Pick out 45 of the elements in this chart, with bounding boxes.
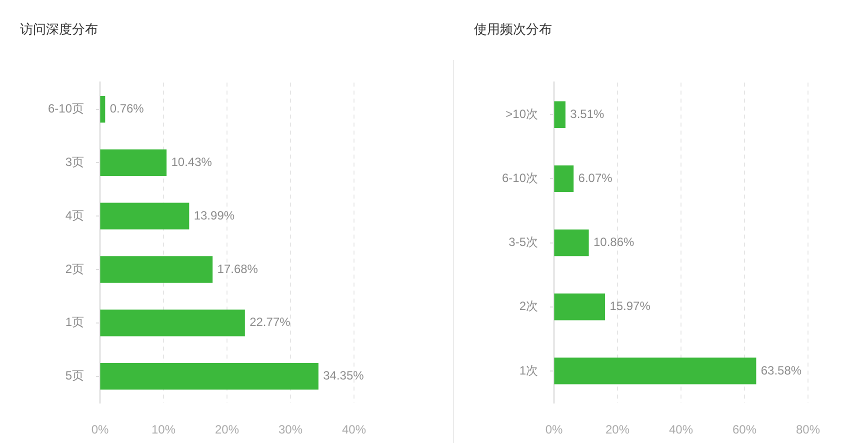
data-label: 0.76%	[110, 102, 144, 116]
bar	[100, 149, 167, 176]
data-label: 3.51%	[570, 106, 604, 121]
x-tick-label: 0%	[91, 422, 109, 437]
x-tick-label: 20%	[605, 422, 630, 437]
y-tick-label: 6-10次	[502, 171, 538, 186]
y-tick-label: 2页	[65, 262, 84, 276]
y-tick-label: 1次	[519, 363, 538, 378]
y-tick-label: 6-10页	[48, 102, 84, 116]
x-tick-label: 0%	[545, 422, 563, 437]
data-label: 17.68%	[217, 262, 258, 276]
y-tick-label: 3-5次	[508, 235, 538, 250]
x-tick-label: 30%	[278, 422, 303, 437]
data-label: 22.77%	[250, 315, 291, 330]
x-tick-label: 20%	[214, 422, 240, 437]
x-tick-label: 10%	[151, 422, 176, 437]
bar	[100, 362, 318, 390]
x-tick-label: 80%	[796, 422, 820, 437]
bar	[554, 294, 606, 320]
data-label: 10.86%	[593, 235, 635, 250]
bar	[554, 165, 574, 192]
data-label: 15.97%	[610, 299, 651, 314]
bar	[554, 101, 566, 128]
bar	[100, 256, 213, 283]
bar	[100, 96, 106, 123]
y-tick-label: 4页	[65, 208, 84, 222]
bar	[100, 310, 245, 336]
data-label: 6.07%	[578, 171, 613, 186]
data-label: 13.99%	[194, 208, 235, 222]
bar	[554, 229, 589, 256]
data-label: 10.43%	[171, 155, 212, 170]
chart-title: 使用频次分布	[474, 21, 552, 36]
x-tick-label: 60%	[732, 422, 757, 437]
bar	[554, 358, 756, 384]
y-tick-label: 5页	[65, 368, 84, 383]
chart-title: 访问深度分布	[20, 21, 98, 36]
data-label: 34.35%	[323, 368, 364, 383]
y-tick-label: 1页	[65, 315, 84, 330]
x-tick-label: 40%	[342, 422, 366, 437]
data-label: 63.58%	[760, 363, 802, 378]
y-tick-label: 2次	[519, 299, 538, 314]
y-tick-label: >10次	[506, 106, 538, 121]
y-tick-label: 3页	[65, 155, 84, 170]
x-tick-label: 40%	[668, 422, 694, 437]
bar	[100, 202, 190, 230]
